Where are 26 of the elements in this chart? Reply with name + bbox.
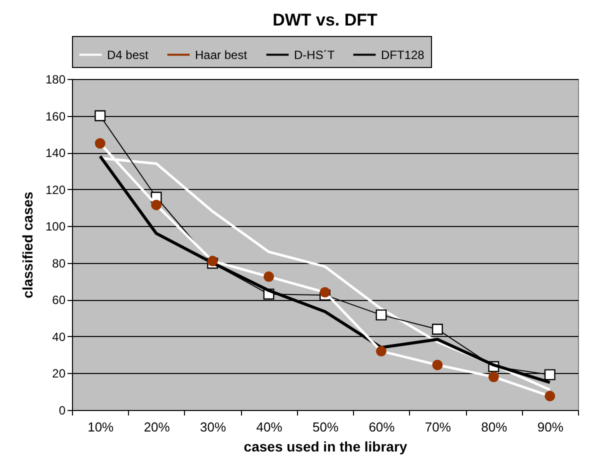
y-axis-title: classified cases <box>19 191 36 298</box>
x-tick-label: 80% <box>481 420 508 434</box>
y-tick-label: 80 <box>52 256 66 270</box>
x-tick-label: 60% <box>368 420 396 434</box>
legend-label: Haar best <box>195 48 248 62</box>
y-tick-label: 180 <box>45 72 66 86</box>
x-tick-label: 90% <box>537 420 564 434</box>
y-tick-label: 100 <box>45 220 66 234</box>
chart-title: DWT vs. DFT <box>272 10 378 30</box>
x-tick-label: 50% <box>312 420 339 434</box>
y-tick-label: 160 <box>45 109 66 124</box>
legend-label: D4 best <box>107 48 150 62</box>
y-tick-label: 140 <box>45 146 66 160</box>
x-tick-label: 20% <box>144 420 170 434</box>
y-tick-label: 0 <box>58 404 66 418</box>
x-axis-title: cases used in the library <box>244 438 408 454</box>
y-tick-label: 120 <box>45 182 66 197</box>
legend-label: D-HS´T <box>294 48 336 62</box>
x-tick-label: 70% <box>424 420 452 434</box>
legend-label: DFT128 <box>381 48 425 62</box>
x-tick-label: 30% <box>200 420 226 434</box>
y-tick-label: 20 <box>52 366 66 381</box>
y-tick-label: 60 <box>52 293 66 308</box>
x-tick-label: 10% <box>88 420 114 434</box>
x-tick-label: 40% <box>256 420 283 434</box>
y-tick-label: 40 <box>52 330 66 344</box>
